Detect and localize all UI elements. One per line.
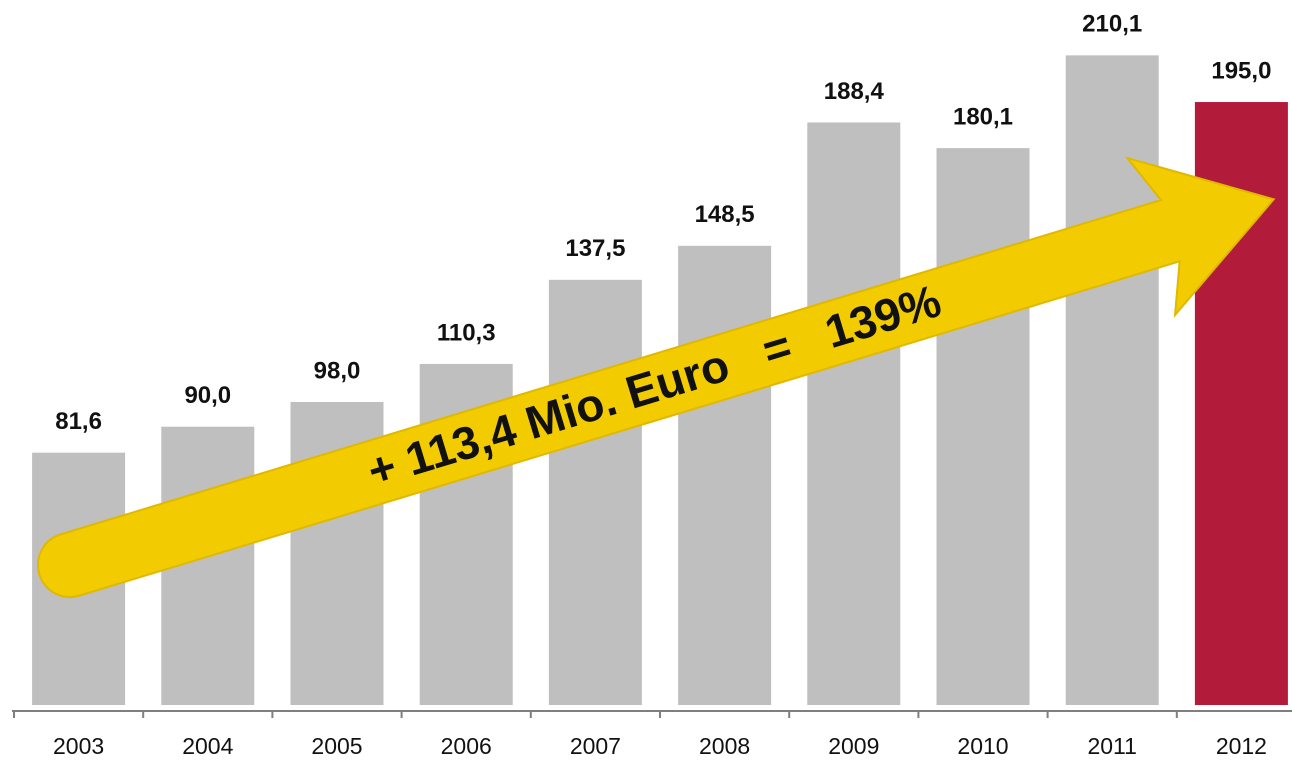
x-tick-label: 2003 [53,733,104,759]
x-tick-label: 2012 [1216,733,1267,759]
x-tick-label: 2007 [570,733,621,759]
value-label: 148,5 [695,201,755,228]
x-tick-label: 2005 [311,733,362,759]
value-label: 110,3 [437,319,496,346]
x-tick-label: 2008 [699,733,750,759]
arrow-shape [37,156,1276,598]
value-label: 195,0 [1211,57,1271,84]
value-label: 180,1 [953,103,1013,130]
value-label: 90,0 [184,382,231,409]
x-tick-label: 2006 [441,733,492,759]
x-ticks [13,711,1178,718]
value-label: 210,1 [1082,11,1142,38]
value-label: 98,0 [314,357,361,384]
bar [936,148,1030,706]
bar [1065,55,1159,705]
value-label: 188,4 [824,78,885,105]
value-label: 137,5 [565,235,625,262]
bar [807,122,901,705]
x-tick-label: 2004 [182,733,233,759]
x-tick-label: 2009 [828,733,879,759]
x-tick-label: 2011 [1087,733,1136,759]
bar [548,279,642,705]
value-label: 81,6 [55,408,102,435]
x-tick-label: 2010 [957,733,1008,759]
bar [678,245,772,705]
